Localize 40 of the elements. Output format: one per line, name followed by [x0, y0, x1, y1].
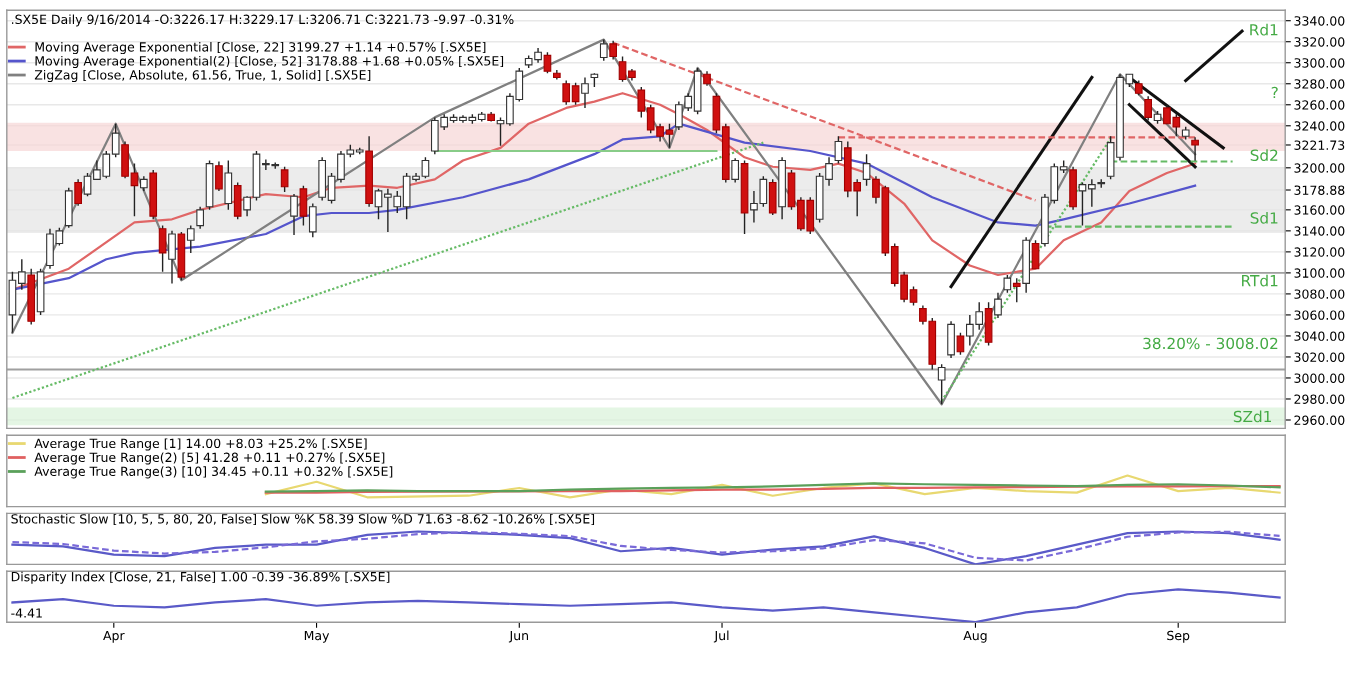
candlestick: [834, 135, 843, 165]
candlestick: [299, 184, 308, 227]
candlestick: [947, 320, 955, 359]
candlestick: [1191, 136, 1199, 162]
line-series: [11, 38, 1197, 406]
candlestick: [186, 224, 195, 254]
candlestick: [280, 166, 289, 193]
candlestick: [984, 301, 993, 347]
candlestick: [599, 38, 608, 62]
candlestick: [177, 231, 186, 281]
candlestick: [543, 51, 552, 74]
candlestick: [308, 202, 317, 238]
candlestick: [168, 230, 176, 285]
candlestick: [1012, 277, 1021, 304]
candlestick: [224, 159, 233, 211]
candlestick: [778, 156, 786, 220]
candlestick: [36, 267, 45, 316]
candlestick: [937, 363, 946, 405]
candlestick: [581, 76, 589, 109]
candlestick: [731, 157, 740, 184]
candlestick: [215, 160, 223, 192]
candlestick: [233, 181, 242, 220]
candlestick: [205, 159, 214, 211]
candlestick: [64, 187, 73, 229]
candlestick: [609, 39, 617, 61]
candlestick: [956, 332, 965, 356]
candlestick: [768, 178, 777, 216]
candlestick: [1022, 236, 1030, 294]
candlestick: [196, 205, 204, 230]
candlestick: [318, 156, 327, 202]
candlestick: [862, 153, 871, 187]
candlestick: [158, 224, 167, 273]
candlestick: [1069, 166, 1077, 211]
candlestick: [27, 267, 36, 326]
candlestick: [290, 193, 298, 236]
candlestick: [149, 169, 158, 220]
candlestick: [1144, 95, 1153, 122]
candlestick: [1031, 239, 1040, 270]
candlestick: [994, 292, 1002, 319]
candlestick: [74, 178, 82, 207]
